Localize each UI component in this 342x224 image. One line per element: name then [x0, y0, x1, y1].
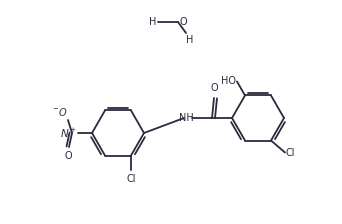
- Text: NH: NH: [179, 113, 194, 123]
- Text: H: H: [186, 35, 193, 45]
- Text: Cl: Cl: [286, 148, 295, 157]
- Text: Cl: Cl: [126, 174, 136, 183]
- Text: O: O: [179, 17, 187, 27]
- Text: O: O: [210, 83, 218, 93]
- Text: HO: HO: [221, 76, 236, 86]
- Text: $N^+$: $N^+$: [60, 127, 77, 140]
- Text: O: O: [64, 151, 72, 161]
- Text: $^{-}O$: $^{-}O$: [52, 106, 67, 118]
- Text: H: H: [149, 17, 156, 27]
